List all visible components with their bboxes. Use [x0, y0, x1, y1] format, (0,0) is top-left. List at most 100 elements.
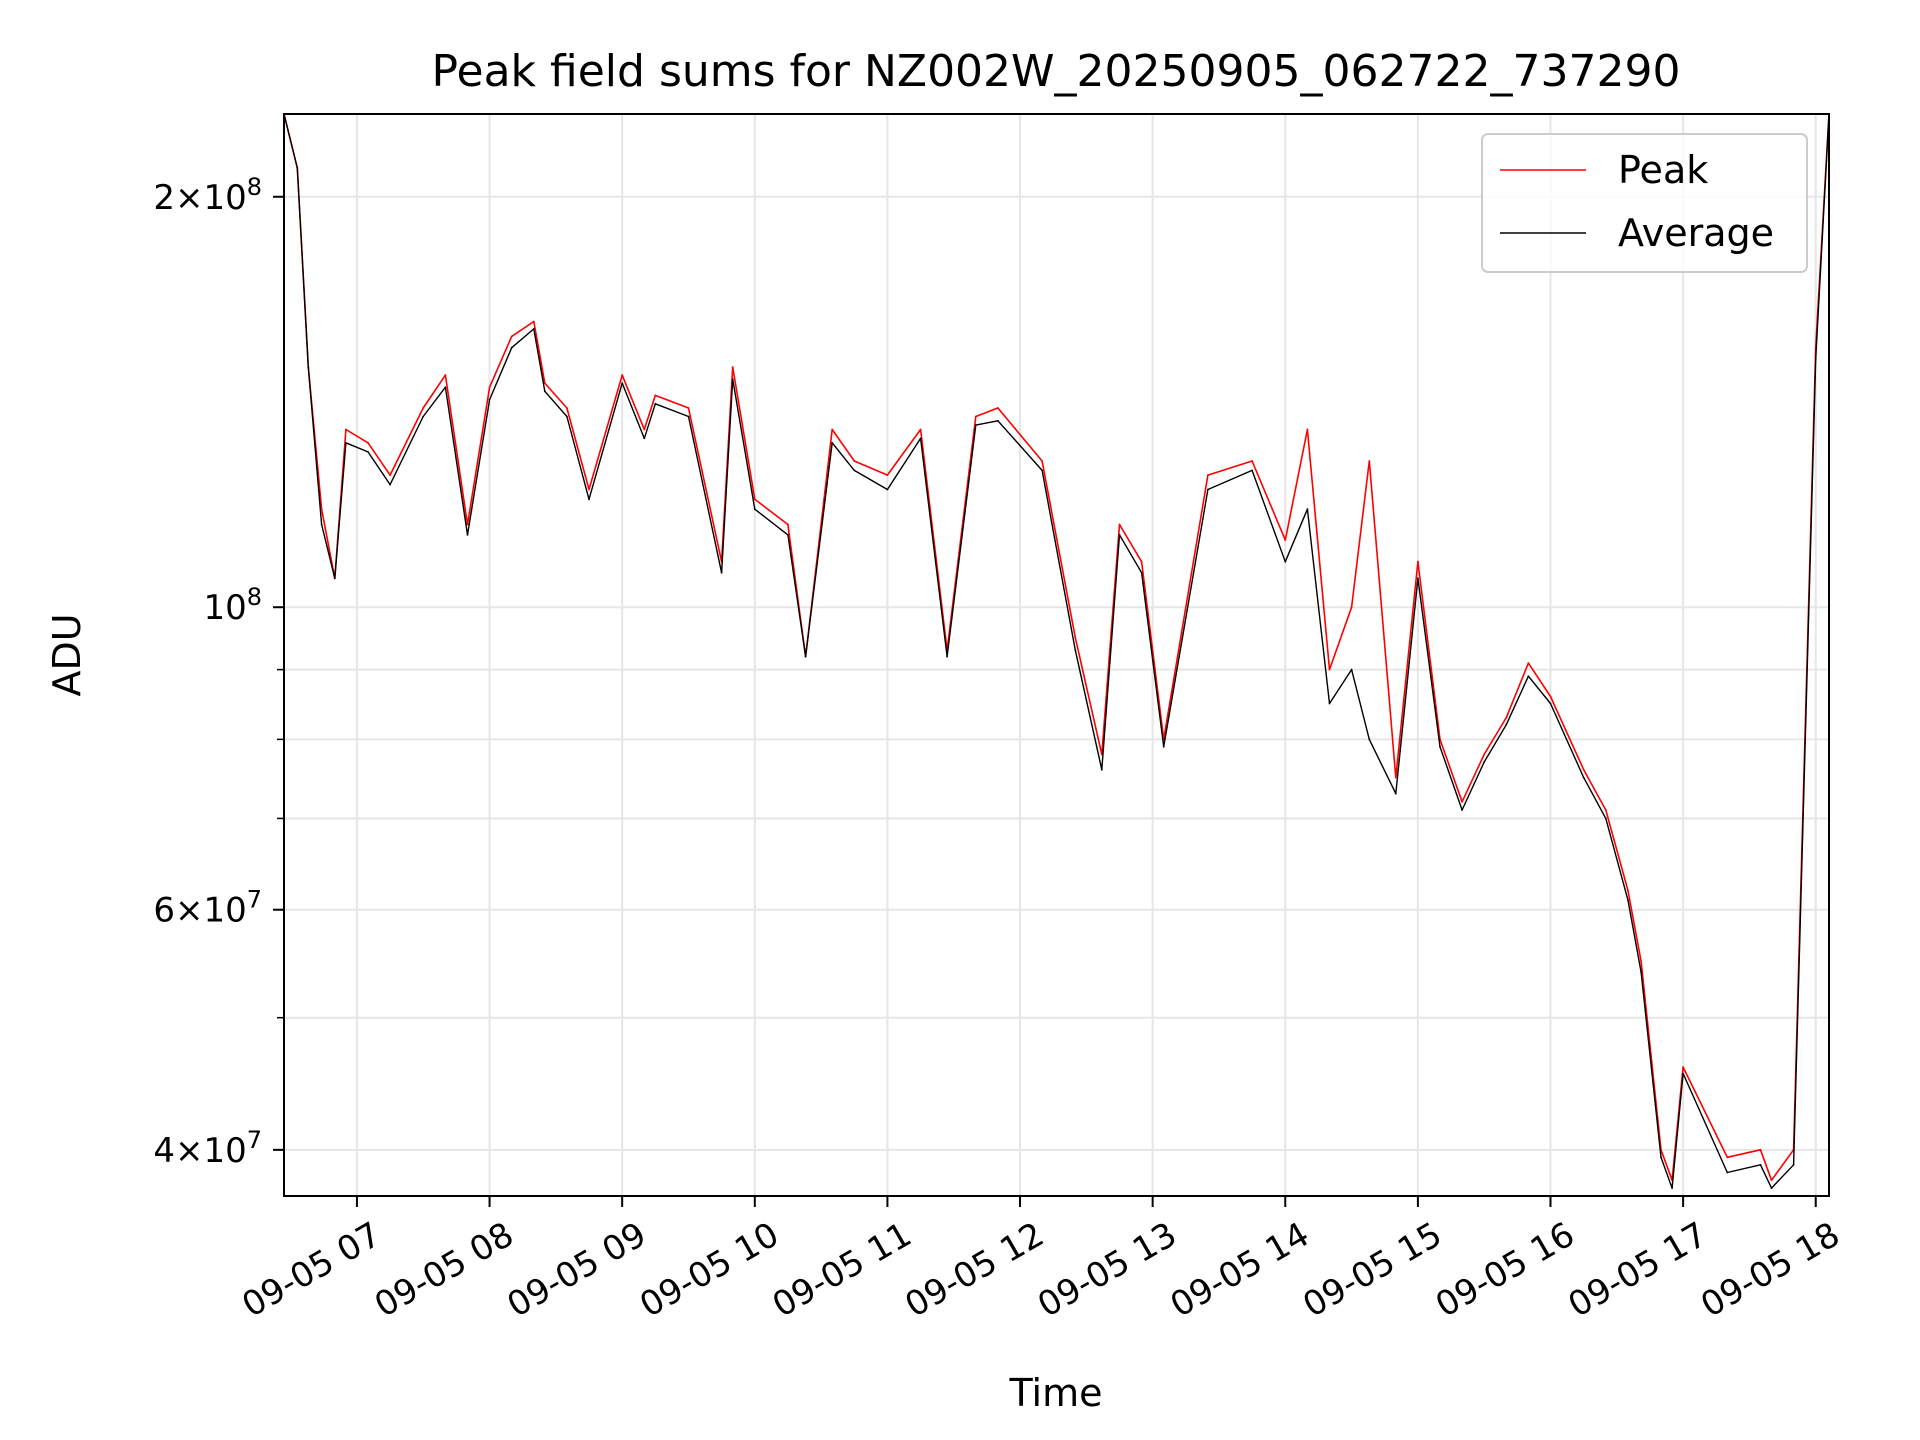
data-point-average	[422, 415, 425, 418]
data-point-peak	[1417, 560, 1419, 563]
legend-box	[1481, 133, 1808, 273]
data-point-peak	[1461, 800, 1463, 803]
data-point-peak	[1549, 695, 1552, 698]
x-axis-label: Time	[1009, 1371, 1103, 1415]
data-point-peak	[1726, 1156, 1729, 1159]
data-point-average	[532, 328, 535, 330]
data-point-average	[367, 451, 369, 453]
data-point-average	[621, 382, 624, 384]
data-point-average	[687, 415, 690, 418]
data-point-average	[1505, 723, 1508, 726]
data-point-peak	[444, 374, 447, 376]
data-point-average	[1582, 776, 1585, 779]
data-point-average	[1417, 577, 1419, 580]
data-point-average	[720, 571, 723, 574]
data-point-peak	[643, 428, 646, 431]
data-point-peak	[1682, 1066, 1684, 1068]
data-point-average	[1041, 469, 1043, 472]
data-point-average	[1814, 358, 1817, 361]
data-point-average	[333, 577, 336, 580]
data-point-average	[1140, 571, 1143, 574]
data-point-peak	[1328, 668, 1331, 671]
legend: Peak Average	[1481, 133, 1808, 273]
data-point-average	[654, 402, 657, 405]
data-point-peak	[974, 415, 977, 418]
data-point-peak	[1582, 768, 1585, 771]
data-point-average	[1660, 1156, 1662, 1159]
data-point-average	[1671, 1187, 1673, 1189]
data-point-average	[566, 415, 568, 418]
data-point-peak	[1368, 460, 1371, 462]
data-point-average	[1118, 534, 1121, 536]
data-point-average	[1284, 560, 1287, 563]
data-point-peak	[488, 386, 491, 389]
data-point-average	[946, 655, 948, 658]
data-point-average	[1726, 1171, 1729, 1174]
data-point-average	[997, 419, 999, 422]
data-point-average	[307, 366, 310, 368]
data-point-average	[731, 378, 734, 380]
data-point-peak	[731, 366, 734, 368]
data-point-peak	[753, 498, 756, 501]
data-point-average	[1461, 809, 1463, 811]
data-point-peak	[588, 488, 590, 491]
data-point-peak	[1251, 460, 1253, 462]
data-point-average	[919, 437, 922, 440]
data-point-peak	[621, 374, 624, 376]
plot-frame	[283, 113, 1830, 1197]
data-point-peak	[654, 394, 657, 397]
y-axis-label: ADU	[45, 613, 89, 696]
data-point-average	[1770, 1187, 1773, 1189]
data-point-average	[543, 390, 546, 393]
data-point-peak	[886, 474, 889, 476]
y-tick-label: 6×107	[153, 886, 262, 931]
y-tick-label: 4×107	[153, 1126, 262, 1171]
data-point-average	[1207, 488, 1209, 491]
data-point-peak	[1284, 539, 1287, 541]
data-point-peak	[510, 335, 513, 338]
data-point-peak	[1770, 1179, 1773, 1182]
data-point-average	[1368, 738, 1371, 741]
data-point-peak	[687, 407, 690, 409]
legend-peak-label: Peak	[1618, 148, 1708, 192]
data-point-average	[444, 386, 447, 389]
data-point-average	[466, 534, 469, 536]
data-point-average	[1394, 792, 1397, 795]
data-point-average	[886, 488, 889, 491]
data-point-average	[1604, 817, 1607, 820]
data-point-average	[787, 534, 789, 536]
data-point-peak	[532, 320, 535, 323]
data-point-average	[1328, 702, 1331, 705]
data-point-average	[974, 424, 977, 426]
data-point-average	[510, 346, 513, 349]
data-point-peak	[997, 407, 999, 409]
data-point-peak	[1140, 560, 1143, 563]
data-point-average	[1527, 675, 1530, 678]
data-point-average	[1251, 469, 1253, 472]
data-point-peak	[1207, 474, 1209, 476]
data-point-average	[1682, 1072, 1684, 1075]
data-point-peak	[466, 523, 469, 526]
data-point-peak	[1118, 523, 1121, 526]
data-point-average	[588, 498, 590, 501]
data-point-peak	[543, 382, 546, 384]
data-point-average	[296, 167, 299, 169]
data-point-peak	[367, 441, 369, 444]
data-point-average	[488, 398, 491, 401]
data-point-average	[853, 469, 856, 472]
data-point-peak	[1527, 662, 1530, 664]
data-point-peak	[1483, 753, 1486, 756]
data-point-peak	[1041, 460, 1043, 462]
data-point-peak	[853, 460, 856, 462]
chart-title: Peak field sums for NZ002W_20250905_0627…	[432, 46, 1681, 97]
data-point-average	[1792, 1163, 1795, 1166]
data-point-average	[1640, 971, 1642, 973]
data-point-average	[643, 437, 646, 440]
data-point-peak	[831, 428, 834, 431]
data-point-peak	[1074, 636, 1077, 639]
data-point-average	[1350, 668, 1353, 671]
data-point-peak	[1306, 428, 1309, 431]
data-point-average	[1439, 745, 1441, 748]
y-tick-label: 108	[203, 583, 262, 628]
